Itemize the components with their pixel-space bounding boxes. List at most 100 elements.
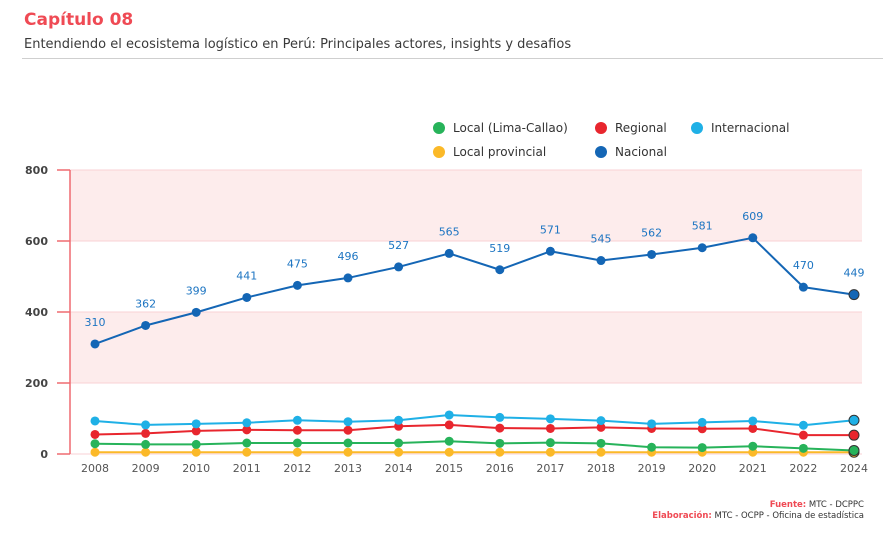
data-point: [191, 439, 201, 449]
x-tick-label: 2019: [638, 462, 666, 475]
data-point: [90, 447, 100, 457]
y-tick-label: 600: [25, 235, 48, 248]
data-label: 562: [641, 226, 662, 239]
data-point: [343, 425, 353, 435]
x-tick-label: 2012: [283, 462, 311, 475]
data-point: [495, 438, 505, 448]
data-point: [748, 416, 758, 426]
data-label: 449: [844, 267, 865, 280]
source-note: Fuente: MTC - DCPPC Elaboración: MTC - O…: [652, 500, 864, 522]
data-point: [242, 292, 252, 302]
data-point: [697, 424, 707, 434]
data-point: [444, 420, 454, 430]
data-point: [545, 423, 555, 433]
data-point: [394, 447, 404, 457]
legend-item-local-lima: Local (Lima-Callao): [433, 121, 568, 135]
y-tick-label: 0: [40, 448, 48, 461]
legend-label: Local (Lima-Callao): [453, 121, 568, 135]
data-point: [545, 447, 555, 457]
x-tick-label: 2009: [132, 462, 160, 475]
data-point: [292, 280, 302, 290]
legend-dot-icon: [595, 122, 607, 134]
data-label: 527: [388, 239, 409, 252]
data-point: [242, 447, 252, 457]
source-line: Fuente: MTC - DCPPC: [652, 500, 864, 511]
y-tick-label: 200: [25, 377, 48, 390]
data-point: [444, 436, 454, 446]
legend-label: Local provincial: [453, 145, 547, 159]
data-label: 496: [338, 250, 359, 263]
data-point: [848, 289, 860, 301]
data-point: [394, 415, 404, 425]
source-label: Fuente:: [769, 500, 807, 510]
series-line-regional: [94, 423, 854, 437]
data-label: 581: [692, 220, 713, 233]
data-point: [191, 419, 201, 429]
data-point: [697, 417, 707, 427]
legend-label: Regional: [615, 121, 667, 135]
data-point: [748, 441, 758, 451]
data-point: [394, 438, 404, 448]
data-point: [242, 418, 252, 428]
data-point: [596, 422, 606, 432]
legend-dot-icon: [433, 122, 445, 134]
data-point: [191, 307, 201, 317]
data-point: [242, 425, 252, 435]
data-point: [748, 233, 758, 243]
data-label: 519: [489, 242, 510, 255]
data-point: [90, 339, 100, 349]
legend-dot-icon: [433, 146, 445, 158]
data-point: [848, 414, 860, 426]
x-tick-label: 2008: [81, 462, 109, 475]
data-point: [444, 410, 454, 420]
data-point: [343, 438, 353, 448]
source-value: MTC - DCPPC: [808, 500, 864, 510]
data-point: [495, 447, 505, 457]
data-point: [242, 438, 252, 448]
data-label: 545: [591, 233, 612, 246]
data-point: [596, 416, 606, 426]
data-point: [292, 438, 302, 448]
x-tick-label: 2014: [385, 462, 413, 475]
chapter-subtitle: Entendiendo el ecosistema logístico en P…: [24, 37, 572, 52]
data-point: [495, 265, 505, 275]
data-point: [596, 438, 606, 448]
legend-dot-icon: [595, 146, 607, 158]
data-label: 310: [85, 316, 106, 329]
y-tick-label: 800: [25, 164, 48, 177]
data-point: [444, 248, 454, 258]
x-tick-label: 2021: [739, 462, 767, 475]
data-point: [141, 439, 151, 449]
legend-item-regional: Regional: [595, 121, 667, 135]
x-tick-label: 2022: [789, 462, 817, 475]
y-tick-label: 400: [25, 306, 48, 319]
data-point: [596, 447, 606, 457]
data-point: [798, 420, 808, 430]
data-point: [444, 447, 454, 457]
data-label: 571: [540, 223, 561, 236]
data-point: [697, 243, 707, 253]
x-tick-label: 2020: [688, 462, 716, 475]
data-point: [141, 420, 151, 430]
data-label: 475: [287, 257, 308, 270]
data-point: [647, 249, 657, 259]
data-point: [141, 320, 151, 330]
data-point: [545, 246, 555, 256]
x-tick-label: 2011: [233, 462, 261, 475]
data-point: [697, 443, 707, 453]
elaboration-label: Elaboración:: [652, 511, 712, 521]
data-point: [90, 416, 100, 426]
data-label: 441: [236, 269, 257, 282]
header-divider: [22, 58, 883, 59]
data-point: [748, 423, 758, 433]
data-point: [343, 273, 353, 283]
data-point: [495, 412, 505, 422]
data-point: [545, 438, 555, 448]
data-point: [141, 447, 151, 457]
legend-dot-icon: [691, 122, 703, 134]
series-line-local-lima-callao-: [94, 440, 855, 452]
x-tick-label: 2010: [182, 462, 210, 475]
elaboration-line: Elaboración: MTC - OCPP - Oficina de est…: [652, 511, 864, 522]
shaded-band: [70, 170, 862, 241]
